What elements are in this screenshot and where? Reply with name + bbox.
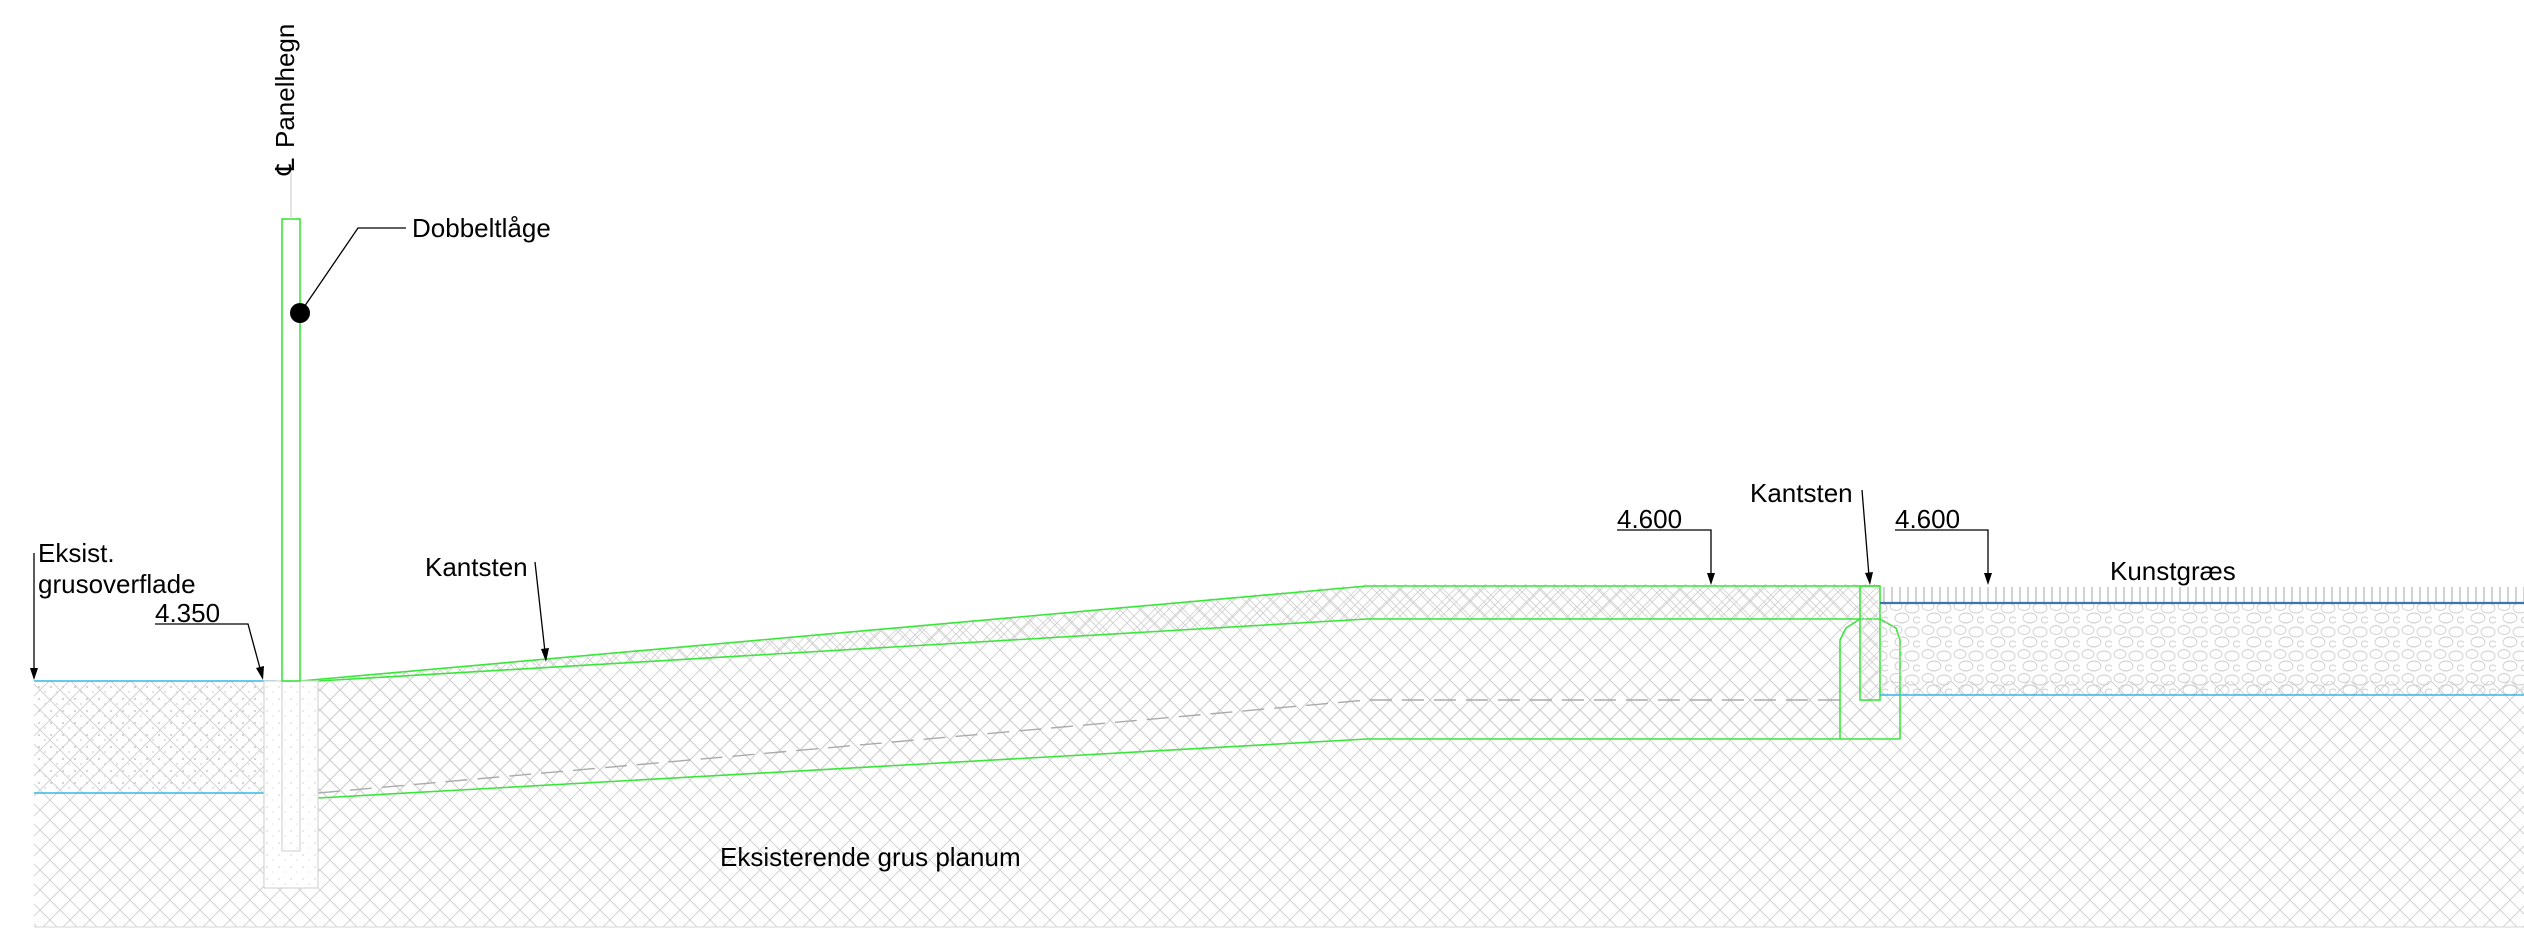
fence-post bbox=[281, 218, 301, 682]
fence-post-foundation-hatch bbox=[265, 682, 317, 887]
gate-leader-line bbox=[299, 227, 406, 314]
path-layer-line bbox=[317, 618, 1860, 682]
level-left-leader bbox=[155, 623, 262, 673]
path-body-hatch bbox=[318, 584, 1880, 798]
level-left-arrow bbox=[256, 666, 264, 680]
kantsten-left-leader bbox=[534, 561, 546, 653]
level-mid-label: 4.600 bbox=[1617, 504, 1682, 534]
turf-grass-blades bbox=[1880, 587, 2524, 603]
level-right-leader bbox=[1895, 529, 1989, 575]
eksist-label-line2: grusoverflade bbox=[38, 569, 196, 599]
kantsten-right-arrow bbox=[1865, 572, 1873, 585]
centerline-symbol: ℄ bbox=[270, 158, 300, 176]
panelhegn-label: Panelhegn bbox=[270, 24, 300, 148]
eksist-arrow bbox=[30, 668, 38, 680]
level-left-label: 4.350 bbox=[155, 598, 220, 628]
level-mid-leader bbox=[1617, 529, 1712, 575]
path-top-layer-hatch bbox=[300, 586, 1862, 681]
turf-base-pebbles bbox=[1880, 604, 2524, 695]
existing-gravel-layer bbox=[34, 681, 264, 793]
level-right-label: 4.600 bbox=[1895, 504, 1960, 534]
kantsten-right-leader bbox=[1861, 489, 1870, 577]
path-surface-line bbox=[299, 585, 1880, 682]
kantsten-right-label: Kantsten bbox=[1750, 478, 1853, 508]
dobbeltlaage-label: Dobbeltlåge bbox=[412, 213, 551, 243]
eksisterende-planum-label: Eksisterende grus planum bbox=[720, 842, 1021, 872]
level-right-arrow bbox=[1984, 573, 1992, 585]
kunstgraes-label: Kunstgræs bbox=[2110, 556, 2236, 586]
kantsten-left-label: Kantsten bbox=[425, 552, 528, 582]
level-mid-arrow bbox=[1707, 573, 1715, 585]
kantsten-left-arrow bbox=[541, 648, 549, 662]
right-curb-inner bbox=[1862, 588, 1878, 698]
eksist-label-line1: Eksist. bbox=[38, 538, 115, 568]
path-bottom-line bbox=[317, 738, 1900, 799]
